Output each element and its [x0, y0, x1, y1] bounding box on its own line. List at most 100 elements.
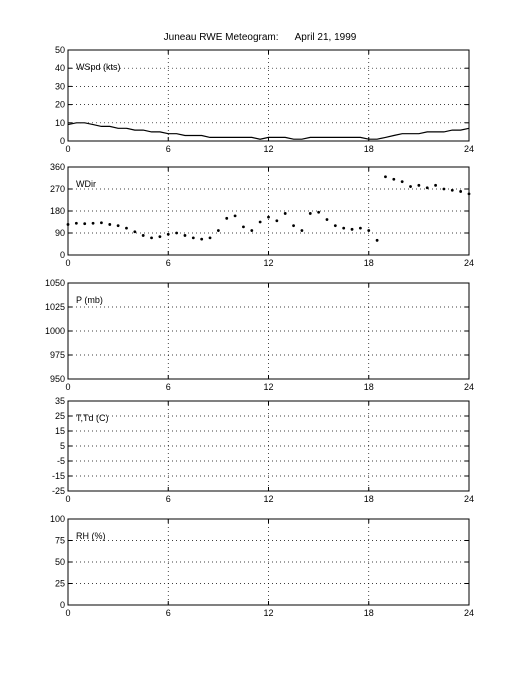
data-point [74, 221, 78, 225]
x-tick-label: 12 [263, 382, 273, 392]
panel-rh: 0 25 50 75 100 0 6 12 18 24 RH (%) [50, 514, 474, 618]
y-tick-label: 1050 [45, 278, 65, 288]
panel-label: RH (%) [76, 531, 106, 541]
data-point [100, 221, 103, 225]
y-tick-label: 100 [50, 514, 65, 524]
x-tick-label: 12 [263, 608, 273, 618]
y-tick-label: 975 [50, 350, 65, 360]
y-tick-label: 1025 [45, 302, 65, 312]
x-tick-label: 0 [65, 258, 70, 268]
data-point [333, 224, 337, 228]
x-tick-label: 0 [65, 494, 70, 504]
y-tick-label: 20 [55, 100, 65, 110]
data-point [283, 212, 287, 215]
data-point [409, 185, 412, 188]
data-point [66, 223, 70, 226]
data-point [367, 229, 371, 232]
data-point [350, 227, 354, 231]
panel-pres: 950 975 1000 1025 1050 0 6 12 18 24 P (mb) [45, 278, 474, 392]
x-tick-label: 24 [464, 494, 474, 504]
data-point [225, 216, 229, 220]
data-point [183, 234, 187, 237]
y-tick-label: -25 [52, 486, 65, 496]
data-point [275, 219, 279, 223]
x-tick-label: 24 [464, 382, 474, 392]
x-tick-label: 12 [263, 494, 273, 504]
data-point [392, 177, 396, 181]
panel-temp: -25 -15 -5 5 15 25 35 0 6 12 18 24 T,Td (C) [52, 396, 474, 504]
data-point [300, 229, 304, 232]
y-tick-label: 75 [55, 536, 65, 546]
y-tick-label: 0 [60, 136, 65, 146]
data-point [191, 236, 195, 240]
data-point [267, 215, 270, 219]
x-tick-label: 6 [166, 382, 171, 392]
data-point [358, 226, 362, 230]
y-tick-label: 25 [55, 411, 65, 421]
data-point [200, 237, 204, 241]
y-tick-label: 180 [50, 206, 65, 216]
x-tick-label: 6 [166, 608, 171, 618]
panel-label: P (mb) [76, 295, 103, 305]
y-tick-label: 50 [55, 45, 65, 55]
data-point [133, 230, 137, 234]
data-point [384, 175, 387, 179]
x-tick-label: 12 [263, 258, 273, 268]
data-point [467, 192, 471, 196]
plot-frame [67, 49, 470, 142]
x-tick-label: 18 [364, 258, 374, 268]
x-tick-label: 0 [65, 608, 70, 618]
data-point [141, 234, 145, 237]
y-tick-label: 40 [55, 63, 65, 73]
data-point [417, 183, 421, 187]
y-tick-label: 1000 [45, 326, 65, 336]
x-tick-label: 24 [464, 258, 474, 268]
x-tick-label: 24 [464, 144, 474, 154]
data-point [208, 236, 212, 240]
data-point [233, 214, 237, 218]
data-point [425, 186, 429, 190]
y-tick-label: 950 [50, 374, 65, 384]
x-tick-label: 6 [166, 494, 171, 504]
data-point [434, 183, 437, 187]
y-tick-label: 90 [55, 228, 65, 238]
y-tick-label: 0 [60, 250, 65, 260]
y-tick-label: -5 [57, 456, 65, 466]
data-point [308, 212, 312, 215]
data-point [250, 229, 254, 232]
x-tick-label: 18 [364, 382, 374, 392]
data-point [216, 229, 220, 232]
data-point [342, 226, 346, 230]
data-point [450, 188, 454, 192]
data-point [158, 235, 162, 239]
x-tick-label: 18 [364, 608, 374, 618]
y-tick-label: 25 [55, 579, 65, 589]
data-point [317, 210, 321, 214]
x-tick-label: 18 [364, 144, 374, 154]
data-point [125, 226, 128, 230]
y-tick-label: -15 [52, 471, 65, 481]
data-point [166, 232, 170, 236]
data-point [150, 236, 153, 240]
data-point [459, 190, 463, 193]
y-tick-label: 30 [55, 81, 65, 91]
panel-wdir: 0 90 180 270 360 0 6 12 18 24 WDir [50, 162, 474, 268]
x-tick-label: 0 [65, 382, 70, 392]
data-point [325, 218, 329, 221]
data-point [375, 238, 379, 242]
y-tick-label: 10 [55, 118, 65, 128]
x-tick-label: 18 [364, 494, 374, 504]
data-point [292, 224, 295, 228]
x-tick-label: 0 [65, 144, 70, 154]
panel-wspd: 0 10 20 30 40 50 0 6 12 18 24 WSpd (kts) [55, 45, 474, 154]
data-point [83, 222, 87, 226]
data-point [442, 187, 446, 191]
data-point [400, 180, 404, 184]
x-tick-label: 6 [166, 258, 171, 268]
series-line [67, 122, 470, 140]
y-tick-label: 5 [60, 441, 65, 451]
data-point [116, 224, 120, 228]
data-point [91, 221, 95, 225]
data-point [108, 223, 112, 226]
